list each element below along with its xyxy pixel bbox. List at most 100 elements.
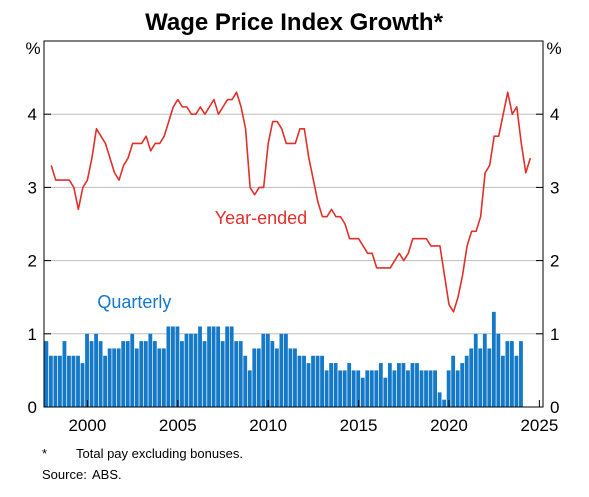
x-tick-label: 2015 [340, 416, 378, 435]
quarterly-bar [225, 326, 230, 407]
quarterly-bar [478, 348, 483, 407]
year-ended-line-group [50, 91, 532, 313]
quarterly-bar [415, 363, 419, 407]
quarterly-bar [360, 377, 365, 407]
quarterly-bar [473, 333, 478, 407]
quarterly-bar [455, 370, 460, 407]
quarterly-bar [112, 348, 117, 407]
quarterly-bar [442, 399, 447, 407]
y-tick-label-left: 4 [28, 105, 37, 124]
quarterly-bar [383, 377, 388, 407]
series-annotations: Year-ended Quarterly [97, 208, 307, 312]
quarterly-bar [103, 355, 108, 407]
quarterly-bar [211, 326, 216, 407]
quarterly-bar [288, 348, 293, 407]
x-tick-label: 2025 [520, 416, 558, 435]
quarterly-bar [369, 370, 374, 407]
y-tick-label-right: 0 [550, 398, 559, 417]
quarterly-bar [374, 370, 379, 407]
quarterly-bar [505, 341, 510, 407]
quarterly-label: Quarterly [97, 292, 171, 312]
x-tick-label: 2020 [430, 416, 468, 435]
quarterly-bars [44, 311, 523, 407]
left-axis-unit: % [25, 39, 40, 58]
quarterly-bar [80, 363, 85, 407]
x-tick-label: 2010 [249, 416, 287, 435]
quarterly-bar [148, 333, 153, 407]
quarterly-bar [315, 355, 320, 407]
quarterly-bar [406, 370, 410, 407]
quarterly-bar [125, 341, 130, 407]
quarterly-bar [207, 326, 211, 407]
quarterly-bar [234, 341, 239, 407]
quarterly-bar [161, 348, 166, 407]
quarterly-bar [76, 355, 80, 407]
quarterly-bar [451, 355, 456, 407]
quarterly-bar [433, 370, 437, 407]
x-tick-label: 2005 [159, 416, 197, 435]
footnote-source: Source: ABS. [42, 467, 122, 482]
quarterly-bar [274, 348, 279, 407]
quarterly-bar [243, 355, 248, 407]
quarterly-bar [98, 341, 103, 407]
quarterly-bar [365, 370, 370, 407]
y-tick-label-right: 1 [550, 325, 559, 344]
chart-title: Wage Price Index Growth* [145, 9, 444, 36]
quarterly-bar [510, 341, 514, 407]
quarterly-bar [238, 341, 243, 407]
quarterly-bar [53, 355, 58, 407]
y-tick-label-left: 1 [28, 325, 37, 344]
quarterly-bar [216, 326, 221, 407]
quarterly-bar [397, 363, 401, 407]
quarterly-bar [401, 363, 406, 407]
footnote-asterisk: * Total pay excluding bonuses. [42, 446, 243, 461]
quarterly-bar [220, 341, 225, 407]
quarterly-bar [107, 348, 112, 407]
quarterly-bar [58, 355, 62, 407]
quarterly-bar [180, 341, 184, 407]
gridlines [44, 113, 543, 335]
plot-border [43, 40, 544, 408]
quarterly-bar [143, 341, 148, 407]
quarterly-bar [261, 333, 266, 407]
quarterly-bar [44, 341, 49, 407]
quarterly-bar [256, 348, 261, 407]
quarterly-bar [279, 333, 284, 407]
axis-ticks [44, 113, 543, 408]
quarterly-bar [139, 341, 144, 407]
quarterly-bar [410, 363, 415, 407]
quarterly-bar [94, 333, 98, 407]
quarterly-bar [460, 363, 465, 407]
quarterly-bar [198, 326, 202, 407]
quarterly-bar [482, 333, 487, 407]
quarterly-bar [229, 326, 234, 407]
quarterly-bar [347, 363, 352, 407]
quarterly-bar [351, 370, 356, 407]
quarterly-bar [184, 333, 189, 407]
quarterly-bar [134, 348, 139, 407]
x-tick-label: 2000 [68, 416, 106, 435]
quarterly-bar [265, 333, 270, 407]
quarterly-bar [175, 326, 180, 407]
y-tick-label-right: 2 [550, 252, 559, 271]
quarterly-bar [500, 355, 505, 407]
quarterly-bar [392, 370, 397, 407]
quarterly-bar [116, 348, 121, 407]
quarterly-bar [48, 355, 53, 407]
quarterly-bar [302, 355, 306, 407]
quarterly-bar [446, 370, 451, 407]
quarterly-bar [311, 355, 315, 407]
quarterly-bar [342, 370, 347, 407]
plot-frame [43, 40, 544, 408]
quarterly-bar [378, 363, 383, 407]
quarterly-bar [152, 341, 157, 407]
year-ended-label: Year-ended [215, 208, 307, 228]
quarterly-bar [67, 355, 71, 407]
quarterly-bar [297, 355, 302, 407]
y-tick-label-left: 2 [28, 252, 37, 271]
y-tick-label-left: 3 [28, 178, 37, 197]
quarterly-bar [89, 341, 94, 407]
quarterly-bar [437, 392, 442, 407]
right-axis-unit: % [546, 39, 561, 58]
quarterly-bar [293, 348, 297, 407]
